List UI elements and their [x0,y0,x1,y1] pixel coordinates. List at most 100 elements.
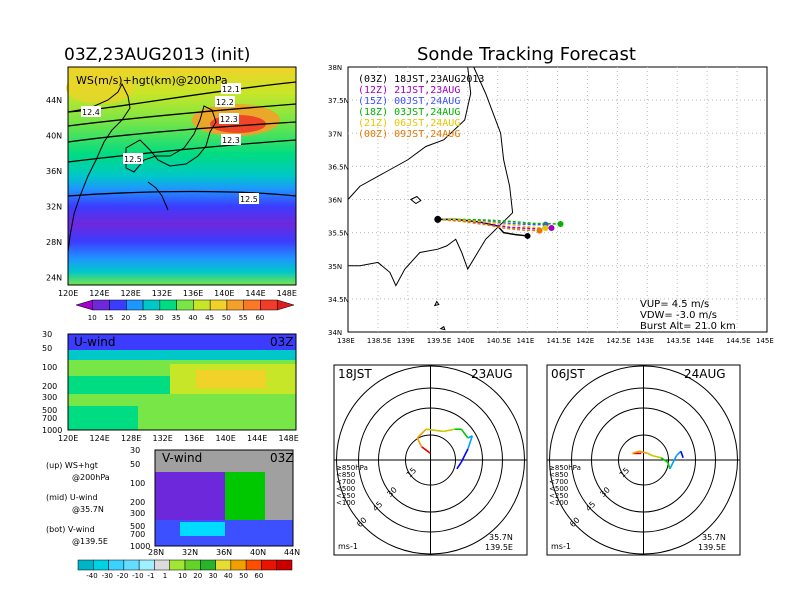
u-x-tick: 148E [279,434,299,443]
colorbar-swatch [109,299,127,311]
contour-label: 12.2 [216,98,234,107]
u-frame [67,333,297,431]
hodo-level-label: ≥850hPa [336,464,368,472]
v-wind-label: V-wind [162,451,202,465]
hodo-level-label: <500 [549,485,568,493]
hodo-segment [669,455,678,470]
hodo-level-label: <100 [549,499,568,507]
colorbar-label: 50 [222,314,231,322]
div-colorbar-swatch [245,559,262,571]
div-colorbar-swatch [230,559,247,571]
coastline-kanto [348,66,514,287]
traj-x-tick: 142.5E [606,337,630,345]
panel-legend: (up) WS+hgt @200hPa (mid) U-wind @35.7N … [46,461,110,546]
u-y-tick: 200 [42,382,57,391]
u-y-tick: 1000 [42,426,62,435]
contour-label: 12.3 [220,115,238,124]
u-band2 [68,350,296,360]
y-tick-label: 44N [46,96,62,105]
u-y-tick: 30 [42,330,52,339]
note-bot-2: @139.5E [72,537,108,546]
div-colorbar-label: -40 [86,572,97,580]
trajectory-line [437,218,561,225]
init-title: 03Z,23AUG2013 (init) [64,45,250,65]
traj-x-tick: 143E [636,337,654,345]
colorbar-swatch [142,299,161,311]
traj-x-tick: 140.5E [487,337,511,345]
contour-label-bg [221,134,241,145]
launch-point [434,215,442,223]
v-x-tick: 40N [250,548,266,557]
v-y-tick: 100 [130,479,145,488]
colorbar-swatch [176,299,194,311]
colorbar-label: 25 [138,314,147,322]
ws-colorbar: 10 15 20 25 30 35 40 45 50 55 60 [75,299,295,322]
trajectory-map: 138E 138.5E 139E 139.5E 140E 140.5E 141E 141.5E… [328,64,774,345]
hodo-level-label: <850 [336,471,355,479]
traj-x-tick: 145E [756,337,774,345]
hodo-segment [660,457,669,463]
contour-label-bg [239,193,259,204]
traj-y-tick: 37.5N [328,97,349,105]
note-up-2: @200hPa [72,473,110,482]
note-up-1: (up) WS+hgt [46,461,98,470]
hodo-segment [666,461,671,470]
div-colorbar-label: -30 [102,572,113,580]
v-band1 [155,472,225,500]
wind-colorbar: -40 -30 -20 -10 -1 1 10 20 30 40 50 60 [77,559,293,580]
hodo-segment [647,452,653,457]
hodo-segment [416,428,427,439]
hodo-segment [416,437,423,448]
trajectory-line [437,218,540,232]
div-colorbar-label: -20 [117,572,128,580]
traj-x-tick: 138.5E [367,337,391,345]
contour-label: 12.5 [124,155,142,164]
y-tick-label: 24N [46,274,62,283]
vup-text: VUP= 4.5 m/s [640,299,709,310]
hodo-time: 18JST [338,367,372,381]
hodo-segment [675,450,682,457]
v-y-tick: 1000 [130,542,150,551]
coastline-japan [125,105,217,173]
hodo-level-label: <500 [336,485,355,493]
x-tick-label: 144E [245,289,265,298]
colorbar-label: 30 [155,314,164,322]
u-y-tick: 300 [42,393,57,402]
contour-label-bg [81,106,101,117]
ws-hgt-map: 12.1 12.2 12.3 12.3 12.4 12.5 12.5 [66,66,297,286]
jet-west [66,72,134,104]
hodo-segment [680,450,684,459]
contour-label: 12.5 [240,195,258,204]
note-bot-1: (bot) V-wind [46,525,95,534]
colorbar-swatch [209,299,228,311]
div-colorbar-label: 1 [163,572,167,580]
landing-point [548,224,555,231]
v-y-tick: 500 [130,522,145,531]
x-tick-label: 128E [120,289,140,298]
div-colorbar-swatch [108,559,125,571]
div-colorbar-label: 30 [209,572,218,580]
div-colorbar-swatch [93,559,109,571]
traj-y-tick: 36N [328,197,342,205]
colorbar-swatch [193,299,211,311]
u-top-band [68,334,296,350]
landing-point [536,227,543,234]
div-colorbar-swatch [276,559,293,571]
v-x-tick: 28N [148,548,164,557]
burst-text: Burst Alt= 21.0 km [640,321,736,332]
u-low2 [68,406,138,430]
traj-x-tick: 139E [397,337,415,345]
hgt-contour [67,190,297,197]
hodo-level-label: ≥850hPa [549,464,581,472]
hodo-segment [460,428,469,439]
contour-label: 12.1 [222,85,240,94]
contour-label-bg [215,96,235,107]
colorbar-swatch [243,299,261,311]
colorbar-label: 55 [239,314,248,322]
u-y-tick: 700 [42,414,57,423]
div-colorbar-label: 40 [224,572,233,580]
hodo-level-label: <700 [549,478,568,486]
ws-panel-label: WS(m/s)+hgt(km)@200hPa [76,74,228,87]
ws-map-ticks: 120E 124E 128E 132E 136E 140E 144E 148E 44N 40N 36… [46,96,297,298]
y-tick-label: 32N [46,203,62,212]
